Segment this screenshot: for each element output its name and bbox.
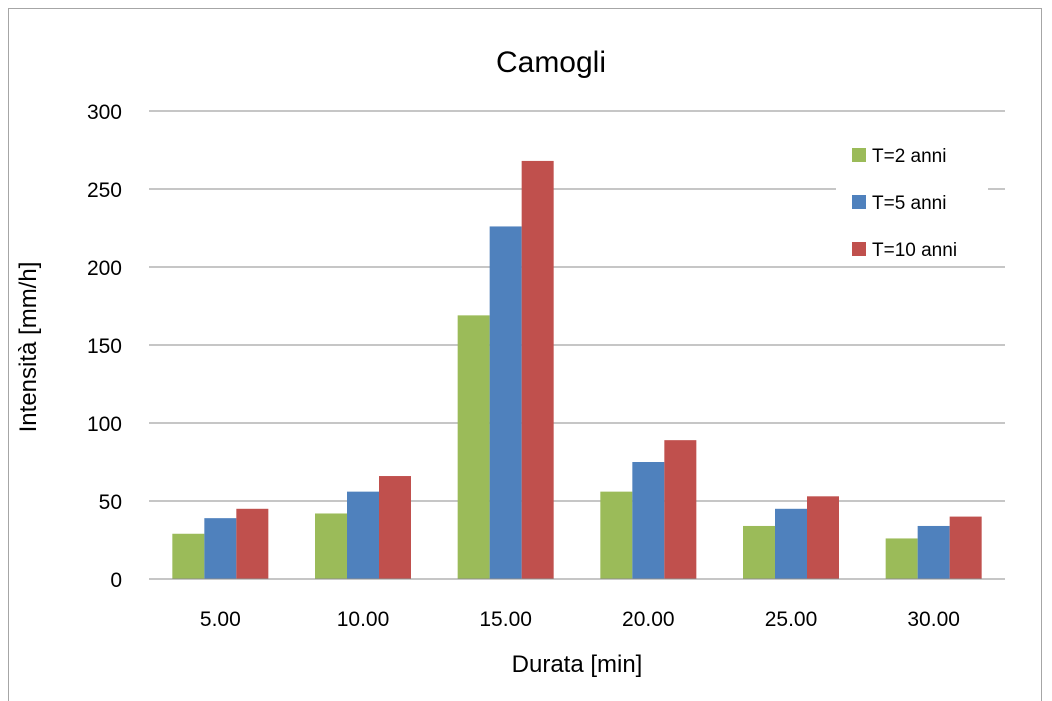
y-tick-label: 250 — [87, 179, 122, 202]
legend: T=2 anni T=5 anni T=10 anni — [836, 134, 988, 264]
x-tick-label: 10.00 — [337, 608, 390, 631]
bar — [917, 525, 950, 579]
bar — [807, 496, 839, 579]
legend-swatch — [852, 148, 866, 162]
bar — [489, 226, 522, 579]
bar — [743, 525, 775, 579]
bar — [600, 491, 633, 579]
x-axis-label: Durata [min] — [512, 651, 643, 678]
legend-swatch — [852, 195, 866, 209]
x-tick-labels: 5.00 10.00 15.00 20.00 25.00 30.00 — [200, 608, 960, 631]
bar — [664, 440, 697, 579]
chart-title: Camogli — [496, 46, 606, 79]
x-tick-label: 15.00 — [479, 608, 532, 631]
y-axis-label: Intensità [mm/h] — [15, 262, 42, 433]
bar — [885, 538, 918, 579]
x-tick-label: 30.00 — [907, 608, 960, 631]
y-tick-labels: 0 50 100 150 200 250 300 — [87, 101, 122, 592]
legend-label: T=10 anni — [872, 240, 957, 261]
y-tick-label: 200 — [87, 257, 122, 280]
legend-label: T=5 anni — [872, 193, 946, 214]
bar — [236, 508, 269, 579]
legend-label: T=2 anni — [872, 146, 946, 167]
bar — [204, 518, 237, 579]
y-tick-label: 150 — [87, 335, 122, 358]
x-tick-label: 25.00 — [765, 608, 818, 631]
bar — [379, 476, 411, 579]
chart-frame — [8, 8, 1042, 701]
bar — [172, 533, 205, 579]
bar — [315, 513, 347, 579]
bars — [172, 160, 982, 580]
y-tick-label: 50 — [99, 491, 122, 514]
x-tick-label: 20.00 — [622, 608, 675, 631]
bar — [347, 491, 379, 579]
x-tick-label: 5.00 — [200, 608, 241, 631]
bar — [632, 462, 665, 579]
bar — [521, 160, 554, 580]
legend-swatch — [852, 242, 866, 256]
bar — [949, 516, 982, 579]
y-tick-label: 0 — [110, 569, 122, 592]
bar — [457, 315, 490, 579]
y-tick-label: 100 — [87, 413, 122, 436]
gridlines — [149, 110, 1005, 502]
y-tick-label: 300 — [87, 101, 122, 124]
bar — [775, 508, 807, 579]
